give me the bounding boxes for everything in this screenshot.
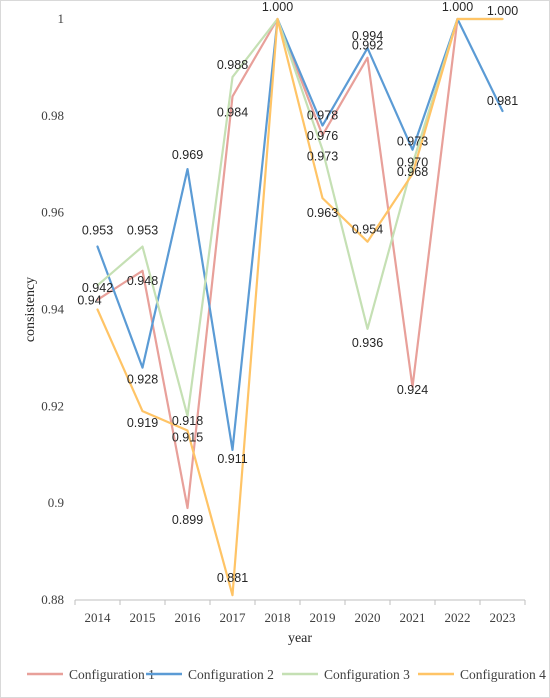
data-label: 0.911 xyxy=(217,452,247,466)
x-tick-label: 2022 xyxy=(445,610,471,625)
data-label: 0.928 xyxy=(127,373,158,387)
series-line-2 xyxy=(96,17,504,452)
data-label: 0.968 xyxy=(397,165,428,179)
data-labels: 0.942 0.948 0.899 0.984 1.000 0.976 0.992 0.924… xyxy=(77,0,518,585)
data-label: 0.936 xyxy=(352,336,383,350)
x-tick-label: 2015 xyxy=(130,610,156,625)
data-label: 0.919 xyxy=(127,416,158,430)
data-label: 0.994 xyxy=(352,29,383,43)
data-label: 1.000 xyxy=(262,0,293,14)
x-axis-title: year xyxy=(288,631,312,646)
y-axis-title: consistency xyxy=(23,277,38,342)
legend: Configuration 1 Configuration 2 Configurat… xyxy=(27,667,546,682)
x-tick-label: 2017 xyxy=(220,610,247,625)
x-tick-label: 2018 xyxy=(265,610,291,625)
data-label: 0.973 xyxy=(307,150,338,164)
data-label: 0.976 xyxy=(307,129,338,143)
data-label: 0.94 xyxy=(77,294,101,308)
y-tick-label: 0.96 xyxy=(41,205,64,220)
axes: 2014 2015 2016 2017 2018 2019 2020 2021 2022 2023… xyxy=(41,11,526,625)
data-label: 0.918 xyxy=(172,414,203,428)
legend-label-3: Configuration 3 xyxy=(324,667,410,682)
x-tick-label: 2020 xyxy=(355,610,381,625)
series-line-1 xyxy=(96,17,459,510)
legend-label-1: Configuration 1 xyxy=(69,667,155,682)
series-line-3 xyxy=(96,17,504,418)
data-label: 0.899 xyxy=(172,513,203,527)
data-label: 0.981 xyxy=(487,94,518,108)
data-label: 0.915 xyxy=(172,431,203,445)
x-tick-label: 2019 xyxy=(310,610,336,625)
series-lines xyxy=(96,17,504,597)
y-tick-label: 0.94 xyxy=(41,302,64,317)
data-label: 0.942 xyxy=(82,281,113,295)
x-tick-label: 2023 xyxy=(490,610,516,625)
data-label: 0.984 xyxy=(217,105,248,119)
data-label: 0.954 xyxy=(352,223,383,237)
data-label: 1.000 xyxy=(442,0,473,14)
series-line-4 xyxy=(96,17,504,597)
data-label: 0.953 xyxy=(82,224,113,238)
data-label: 0.969 xyxy=(172,148,203,162)
data-label: 0.992 xyxy=(352,39,383,53)
data-label: 0.988 xyxy=(217,58,248,72)
y-tick-label: 0.88 xyxy=(41,592,64,607)
y-tick-label: 1 xyxy=(58,11,65,26)
legend-label-4: Configuration 4 xyxy=(460,667,546,682)
data-label: 0.881 xyxy=(217,571,248,585)
data-label: 0.924 xyxy=(397,383,428,397)
data-label: 0.948 xyxy=(127,274,158,288)
data-label: 1.000 xyxy=(487,4,518,18)
legend-label-2: Configuration 2 xyxy=(188,667,274,682)
x-tick-label: 2014 xyxy=(85,610,112,625)
data-label: 0.963 xyxy=(307,206,338,220)
data-label: 0.978 xyxy=(307,109,338,123)
x-tick-label: 2021 xyxy=(400,610,426,625)
x-tick-label: 2016 xyxy=(175,610,202,625)
data-label: 0.953 xyxy=(127,224,158,238)
y-tick-label: 0.92 xyxy=(41,398,64,413)
data-label: 0.970 xyxy=(397,155,428,169)
data-label: 0.973 xyxy=(397,135,428,149)
y-tick-label: 0.9 xyxy=(48,495,64,510)
y-tick-label: 0.98 xyxy=(41,108,64,123)
